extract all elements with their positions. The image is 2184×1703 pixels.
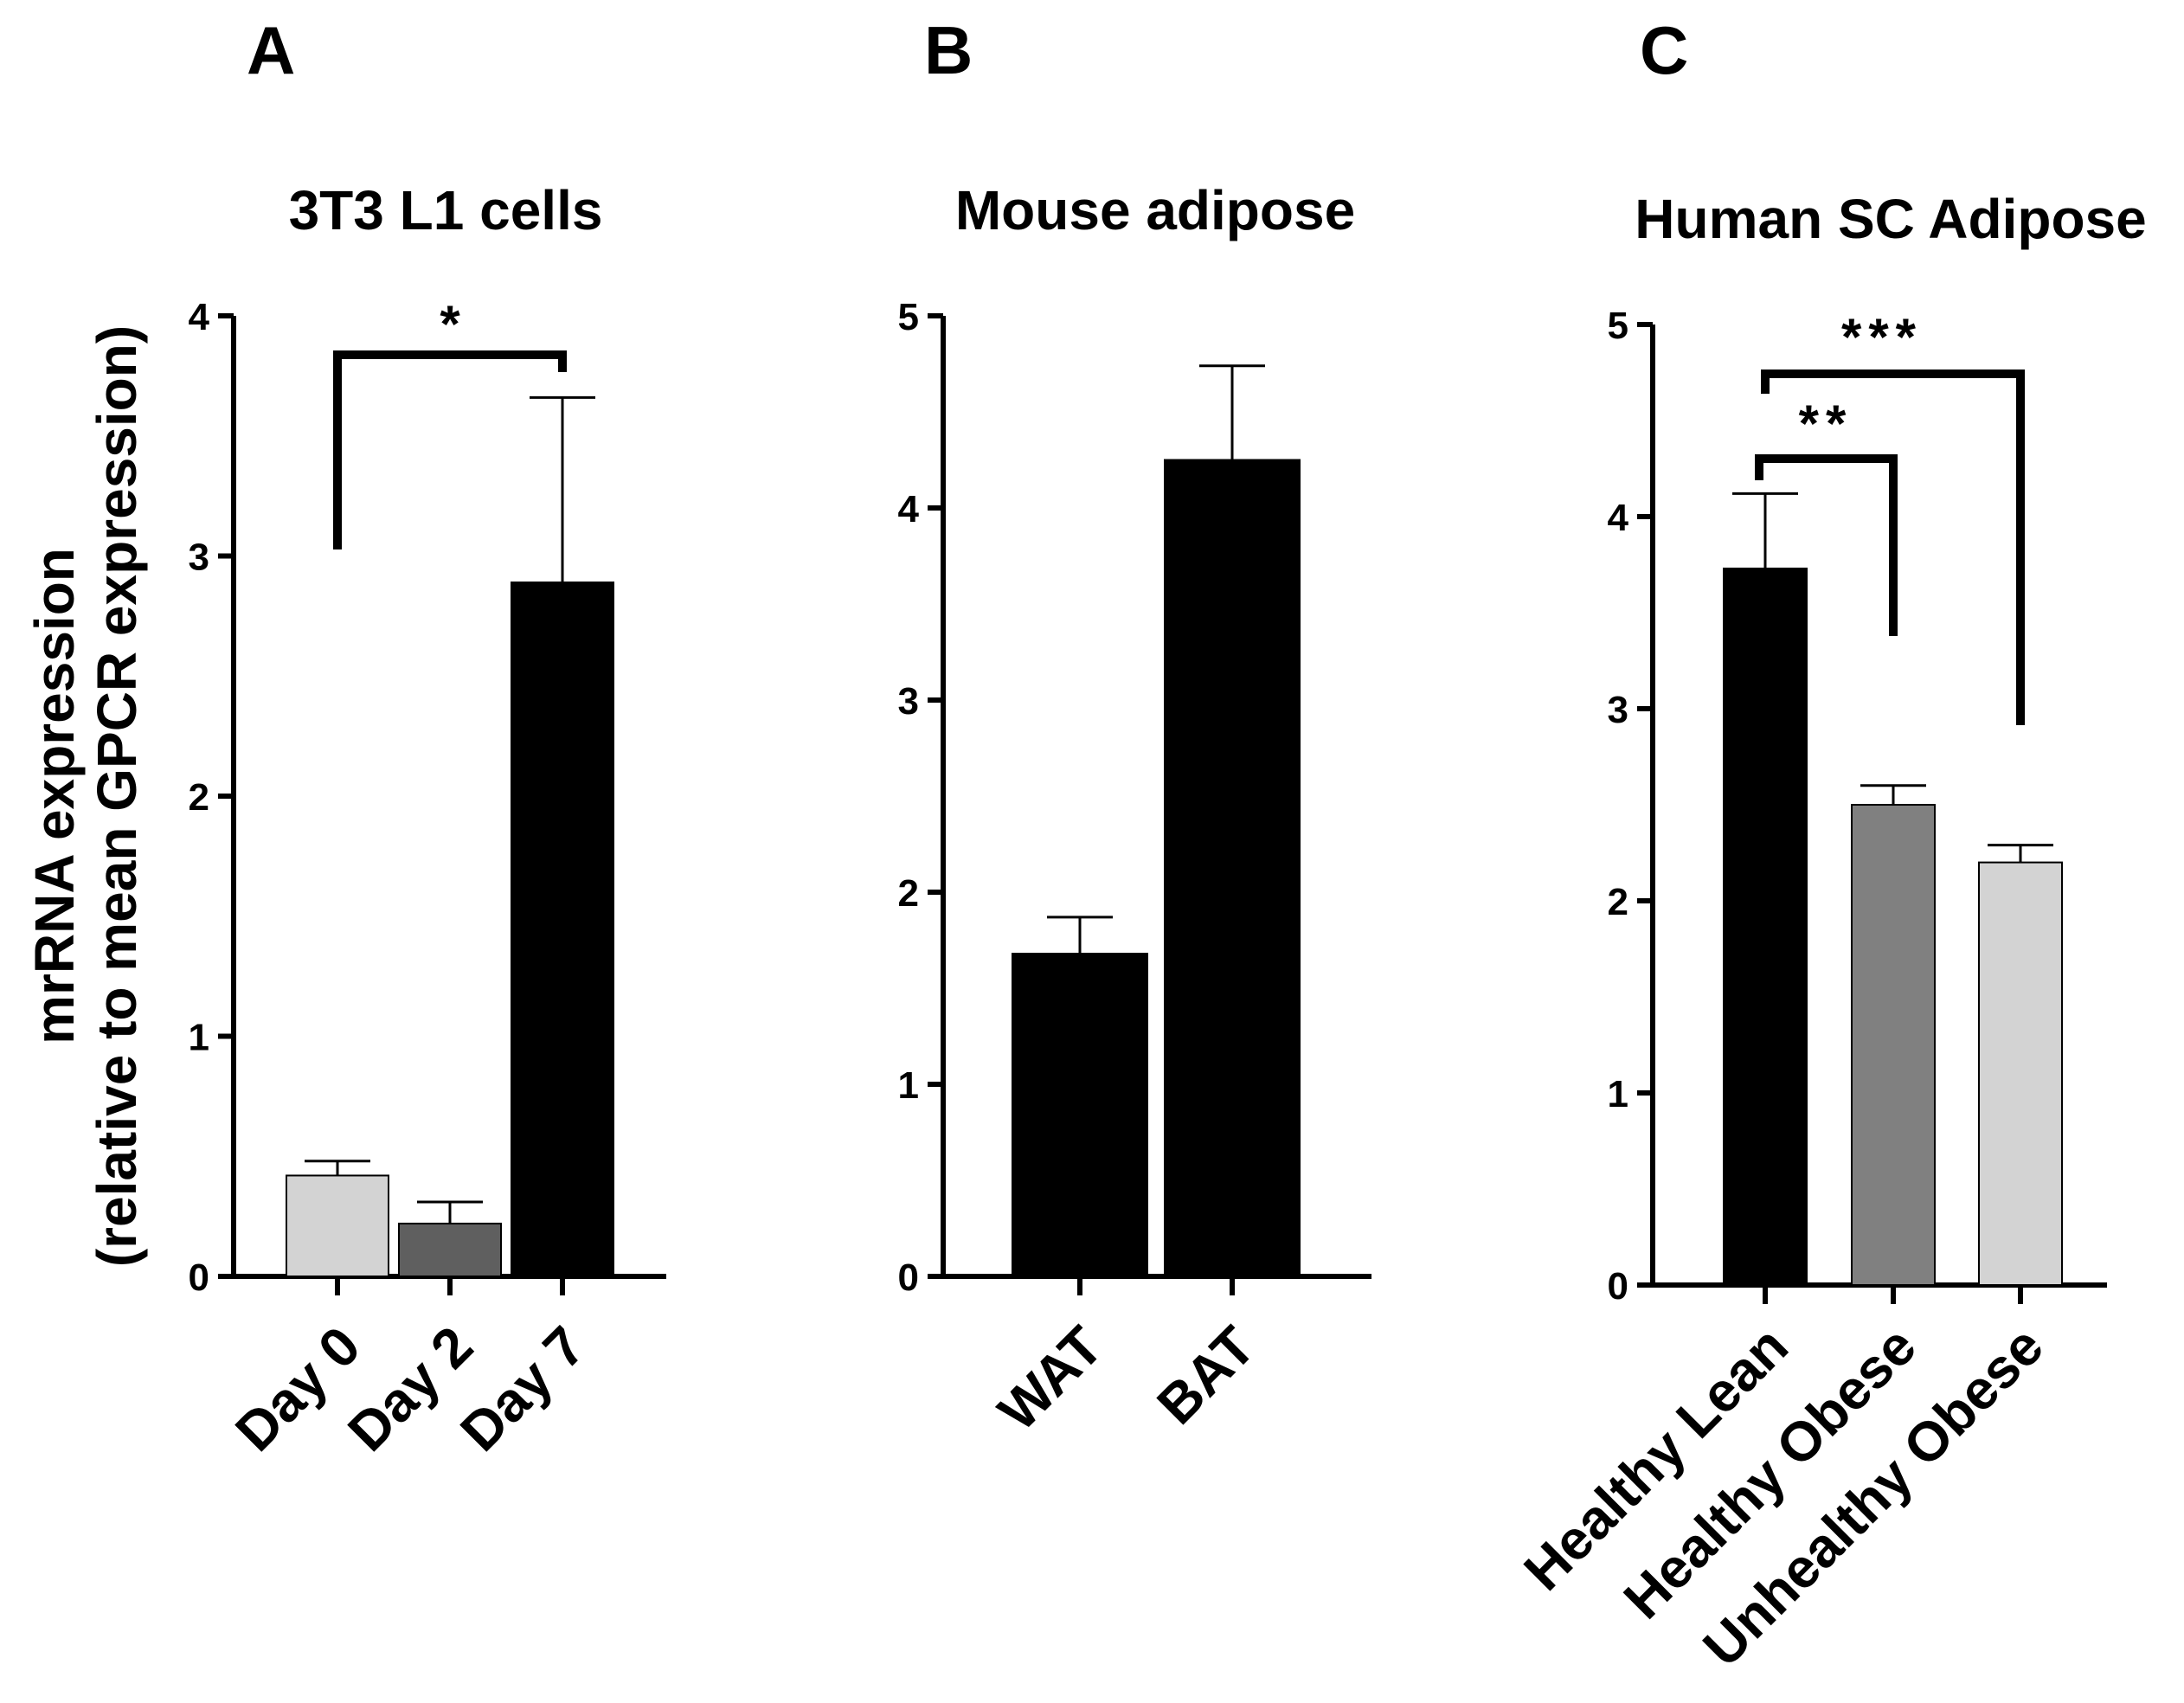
panel-a: A 3T3 L1 cells mrRNA expression (relativ… [23,12,666,1463]
y-tick-label: 1 [189,1017,209,1059]
y-tick-label: 2 [898,872,919,915]
error-bar [305,1160,370,1176]
bar-day-0 [286,1174,389,1277]
y-axis-label-line-2: (relative to mean GPCR expression) [86,325,148,1267]
y-tick-label: 1 [1608,1073,1628,1115]
y-tick-label: 0 [898,1256,919,1299]
significance-bracket [333,350,567,549]
category-label: WAT [986,1314,1114,1443]
category-label: Day 2 [336,1314,485,1463]
y-tick-label: 1 [898,1064,919,1107]
panel-b: B Mouse adipose 0 1 2 3 4 5 WAT BAT [898,12,1371,1443]
bar-healthy-lean [1723,567,1808,1286]
panel-letter-a: A [247,12,295,88]
category-label: Day 0 [223,1314,372,1463]
y-tick-label: 4 [1608,497,1629,539]
y-tick-label: 0 [189,1256,209,1299]
error-bar [1988,844,2053,863]
bar-day-7 [511,582,614,1277]
axis-lines [941,316,1371,1279]
significance-label: *** [1841,308,1923,366]
chart-title-c: Human SC Adipose [1635,188,2146,250]
bar-unhealthy-obese [1978,861,2063,1286]
panel-letter-c: C [1640,12,1688,88]
significance-bracket [1761,370,2025,725]
significance-label: * [440,295,460,353]
y-tick-label: 2 [1608,881,1628,923]
y-axis-label-line-1: mrRNA expression [23,548,86,1044]
error-bar [1047,916,1113,954]
y-tick-label: 5 [898,296,919,338]
category-label: BAT [1145,1314,1267,1436]
significance-bracket [1755,454,1898,636]
panel-letter-b: B [924,12,973,88]
chart-title-b: Mouse adipose [955,179,1355,241]
y-tick-label: 0 [1608,1265,1628,1308]
chart-title-a: 3T3 L1 cells [289,179,603,241]
y-axis-label: mrRNA expression (relative to mean GPCR … [23,325,148,1267]
y-tick-label: 4 [189,296,210,338]
error-bar [417,1200,483,1224]
bar-healthy-obese [1851,804,1936,1286]
bar-bat [1164,459,1301,1277]
significance-label: ** [1799,395,1853,453]
y-tick-label: 3 [189,537,209,579]
category-label: Day 7 [448,1314,597,1463]
y-tick-label: 3 [1608,689,1628,731]
y-tick-label: 2 [189,776,209,819]
error-bar [530,395,595,583]
bar-wat [1012,953,1148,1278]
error-bar [1199,364,1265,460]
y-tick-label: 4 [898,488,920,530]
error-bar [1860,784,1926,805]
y-tick-label: 5 [1608,305,1628,347]
error-bar [1732,492,1798,569]
y-tick-label: 3 [898,680,919,723]
bar-day-2 [398,1222,502,1277]
